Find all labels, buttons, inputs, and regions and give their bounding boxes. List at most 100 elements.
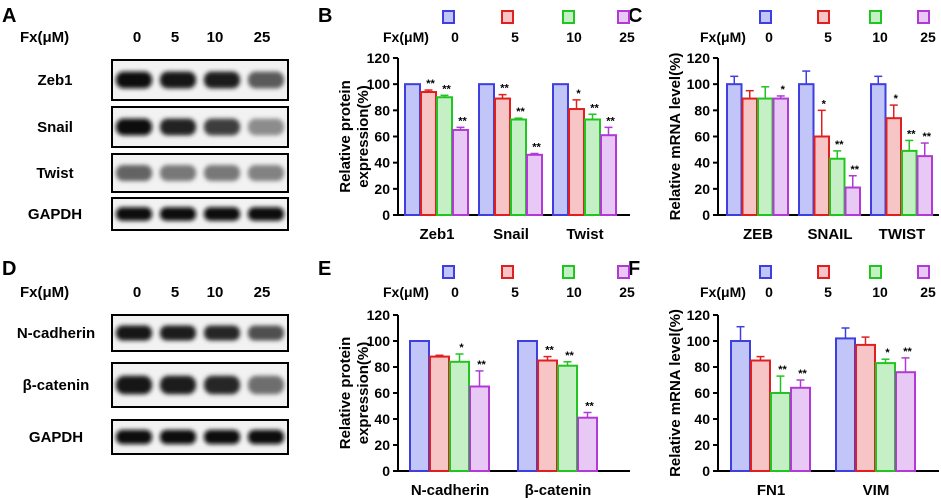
blot-band	[115, 118, 153, 136]
blot-band	[247, 325, 285, 341]
significance-marker: *	[885, 347, 890, 359]
x-category-label: Twist	[566, 226, 603, 243]
blot-dose-label: 5	[171, 284, 179, 301]
x-category-label: ZEB	[743, 226, 773, 243]
significance-marker: **	[590, 102, 599, 114]
y-tick-label: 0	[702, 463, 710, 479]
y-tick-label: 100	[367, 333, 391, 349]
bar-b-twist-0	[552, 83, 569, 216]
bar-e-n-cadherin-5	[429, 355, 450, 473]
blot-dose-label: 0	[133, 29, 141, 46]
bar-b-zeb1-10	[436, 96, 453, 216]
blot-band	[115, 325, 153, 341]
legend-swatch	[869, 10, 882, 24]
bar-f-fn1-5	[750, 359, 771, 472]
blot-row-label: N-cadherin	[17, 325, 95, 342]
legend-label: 0	[451, 284, 459, 300]
legend-swatch	[442, 265, 455, 279]
blot-dose-label: 10	[207, 29, 224, 46]
bar-c-zeb-10	[757, 97, 774, 216]
y-tick-label: 100	[367, 76, 391, 92]
y-tick-label: 20	[374, 181, 390, 197]
bar-f-vim-25	[895, 371, 916, 473]
legend-label: 10	[566, 284, 582, 300]
blot-band	[247, 118, 285, 136]
blot-band	[203, 165, 241, 181]
legend-swatch	[501, 265, 514, 279]
bar-c-snail-25	[844, 186, 861, 216]
legend-label: 25	[619, 29, 635, 45]
y-axis-label: Relative protein	[337, 337, 354, 450]
bar-c-snail-10	[829, 157, 846, 217]
bar-e-n-cadherin-10	[449, 360, 470, 472]
bar-e-n-cadherin-0	[409, 340, 430, 472]
bar-b-zeb1-25	[452, 128, 469, 216]
blot-dose-label: 25	[254, 284, 271, 301]
bar-e-β-catenin-25	[577, 416, 598, 473]
bar-e-n-cadherin-25	[469, 385, 490, 472]
blot-row-label: GAPDH	[28, 206, 82, 223]
legend-swatch	[917, 10, 930, 24]
blot-row-label: β-catenin	[23, 377, 90, 394]
y-tick-label: 120	[367, 50, 391, 66]
legend-label: 0	[765, 29, 773, 45]
blot-band	[115, 165, 153, 181]
legend-label: 5	[824, 284, 832, 300]
legend-swatch	[617, 265, 630, 279]
blot-band	[203, 375, 241, 395]
y-tick-label: 80	[694, 359, 710, 375]
bar-b-snail-5	[494, 97, 511, 216]
y-tick-label: 60	[374, 129, 390, 145]
y-tick-label: 40	[694, 155, 710, 171]
blot-dose-label: 10	[207, 284, 224, 301]
blot-row-label: Snail	[37, 119, 73, 136]
y-tick-label: 100	[687, 333, 711, 349]
significance-marker: **	[798, 368, 807, 380]
y-tick-label: 20	[694, 437, 710, 453]
significance-marker: **	[500, 83, 509, 95]
panel-letter-b: B	[318, 5, 332, 27]
legend-prefix: Fx(μM)	[700, 29, 746, 45]
y-tick-label: 20	[374, 437, 390, 453]
bar-c-zeb-0	[726, 83, 743, 216]
significance-marker: **	[835, 139, 844, 151]
x-category-label: Zeb1	[419, 226, 454, 243]
legend-prefix: Fx(μM)	[383, 29, 429, 45]
legend-swatch	[869, 265, 882, 279]
significance-marker: **	[585, 401, 594, 413]
bar-b-snail-10	[510, 118, 527, 216]
legend-label: 5	[511, 29, 519, 45]
y-tick-label: 0	[702, 207, 710, 223]
y-tick-label: 20	[694, 181, 710, 197]
legend-swatch	[501, 10, 514, 24]
blot-band	[203, 207, 241, 221]
legend-swatch	[817, 10, 830, 24]
significance-marker: *	[459, 342, 464, 354]
blot-band	[203, 118, 241, 136]
legend-label: 25	[920, 29, 936, 45]
significance-marker: **	[778, 364, 787, 376]
bar-b-snail-0	[478, 83, 495, 216]
bar-f-fn1-0	[730, 340, 751, 472]
y-axis-label: Relative protein	[337, 80, 354, 193]
y-tick-label: 80	[694, 102, 710, 118]
panel-letter-a: A	[2, 5, 16, 27]
bar-e-β-catenin-0	[517, 340, 538, 472]
bar-f-vim-0	[835, 337, 856, 472]
bar-f-vim-5	[855, 343, 876, 472]
bar-chart-e: Fx(μM) 0 5 10 25 0 20 40 60 80 100 120 Relative prot…	[337, 265, 635, 498]
blot-band	[203, 429, 241, 445]
x-category-label: N-cadherin	[411, 482, 489, 498]
legend-swatch	[562, 10, 575, 24]
y-axis-label: expression(%)	[355, 342, 372, 445]
bar-b-snail-25	[526, 153, 543, 216]
significance-marker: **	[442, 83, 451, 95]
x-category-label: TWIST	[879, 226, 926, 243]
legend-swatch	[617, 10, 630, 24]
bar-c-twist-0	[870, 83, 887, 216]
blot-dose-label: 5	[171, 29, 179, 46]
bar-f-fn1-10	[770, 392, 791, 472]
legend-swatch	[917, 265, 930, 279]
